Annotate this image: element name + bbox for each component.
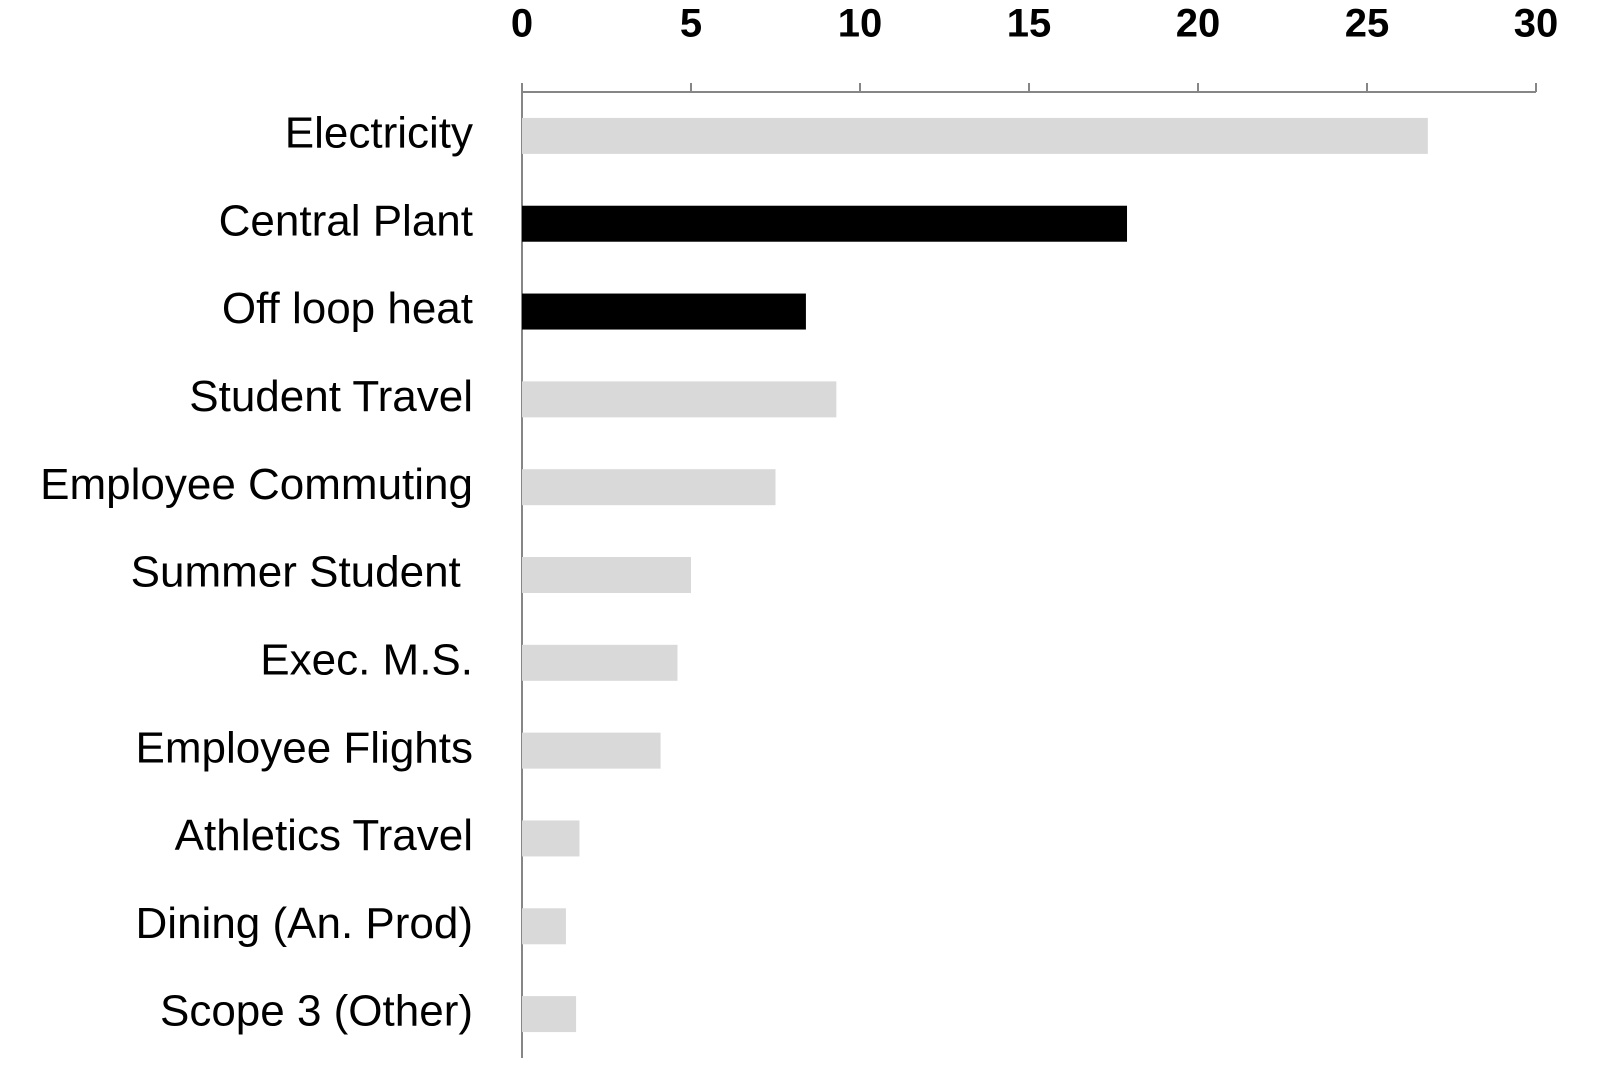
bar xyxy=(522,117,1428,154)
x-tick-label: 5 xyxy=(680,2,702,46)
bar xyxy=(522,469,776,506)
y-tick-label: Exec. M.S. xyxy=(260,635,473,684)
bar xyxy=(522,820,580,857)
y-tick-label: Athletics Travel xyxy=(175,811,473,860)
bar xyxy=(522,557,691,593)
y-tick-label: Scope 3 (Other) xyxy=(160,987,473,1036)
bar xyxy=(522,732,661,769)
y-tick-label: Summer Student xyxy=(131,548,473,597)
x-tick-label: 0 xyxy=(511,2,533,46)
bar xyxy=(522,908,566,945)
bar xyxy=(522,205,1128,242)
x-tick-label: 30 xyxy=(1514,2,1559,46)
x-tick-label: 25 xyxy=(1345,2,1390,46)
x-tick-label: 20 xyxy=(1176,2,1221,46)
y-tick-label: Employee Flights xyxy=(136,723,473,772)
bar xyxy=(522,644,678,681)
y-tick-label: Electricity xyxy=(285,109,473,158)
x-tick-label: 15 xyxy=(1007,2,1052,46)
bar xyxy=(522,996,577,1033)
y-tick-label: Dining (An. Prod) xyxy=(136,899,473,948)
bar xyxy=(522,381,837,418)
y-tick-label: Central Plant xyxy=(219,196,473,245)
x-tick-label: 10 xyxy=(838,2,883,46)
y-tick-label: Student Travel xyxy=(189,372,473,421)
y-tick-label: Employee Commuting xyxy=(40,460,473,509)
y-tick-label: Off loop heat xyxy=(222,284,473,333)
bar xyxy=(522,293,806,330)
